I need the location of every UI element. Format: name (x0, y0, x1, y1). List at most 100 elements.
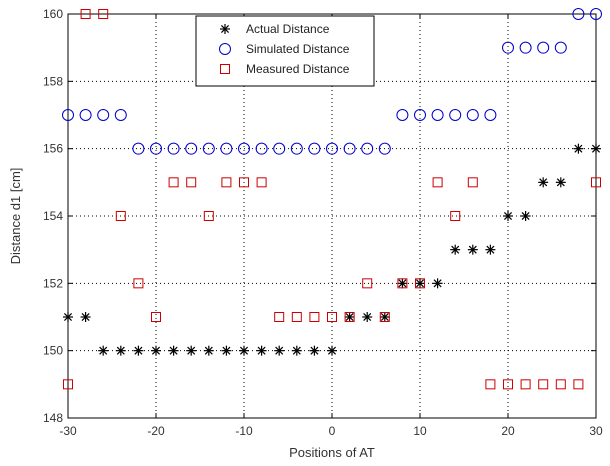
data-point (396, 109, 409, 121)
y-tick-label: 150 (43, 344, 63, 358)
data-point (80, 312, 91, 322)
data-point (274, 312, 285, 322)
data-point (378, 142, 391, 155)
data-point (520, 379, 531, 390)
data-point (414, 109, 426, 121)
asterisk-stroke (433, 279, 442, 288)
data-point (98, 9, 109, 19)
data-point (397, 278, 408, 289)
legend-label: Simulated Distance (246, 42, 350, 56)
data-point (168, 177, 179, 188)
data-point (555, 379, 566, 390)
asterisk-stroke (574, 144, 583, 153)
data-point (449, 109, 462, 121)
asterisk-stroke (99, 346, 108, 355)
data-point (63, 379, 73, 390)
data-point (168, 345, 179, 356)
x-tick-label: -20 (147, 424, 165, 438)
data-point (115, 345, 126, 356)
data-point (362, 278, 373, 289)
data-point (361, 142, 374, 155)
data-point (415, 278, 425, 289)
asterisk-stroke (451, 245, 460, 254)
data-point (274, 345, 285, 356)
legend-marker-square (220, 64, 230, 74)
asterisk-stroke (363, 312, 372, 322)
asterisk-stroke (220, 24, 230, 34)
data-point (167, 142, 180, 155)
data-point (344, 312, 355, 322)
data-point (503, 379, 513, 390)
asterisk-stroke (63, 312, 73, 322)
data-point (114, 109, 127, 121)
data-point (186, 345, 197, 356)
asterisk-stroke (169, 346, 178, 355)
asterisk-stroke (204, 346, 213, 355)
data-point (502, 41, 514, 54)
data-point (466, 109, 479, 121)
asterisk-stroke (81, 312, 90, 322)
data-point (62, 109, 74, 121)
data-point (291, 312, 302, 322)
data-point (415, 278, 425, 289)
data-point (572, 8, 585, 20)
asterisk-stroke (539, 178, 548, 187)
data-point (97, 109, 110, 121)
legend-marker-asterisk (220, 24, 230, 34)
asterisk-stroke (116, 346, 125, 355)
data-point (239, 177, 249, 188)
data-point (221, 345, 232, 356)
y-tick-label: 152 (43, 276, 63, 290)
asterisk-stroke (521, 211, 530, 221)
data-point (291, 345, 302, 356)
data-point (344, 312, 355, 322)
data-point (151, 312, 161, 322)
data-point (80, 9, 91, 19)
data-point (239, 345, 249, 356)
data-point (63, 312, 73, 322)
asterisk-stroke (345, 312, 354, 322)
data-point (308, 142, 321, 155)
x-tick-label: 30 (589, 424, 603, 438)
data-point (450, 211, 461, 221)
data-point (362, 312, 373, 322)
marks-layer (62, 8, 602, 390)
legend: Actual Distance Simulated Distance Measure… (195, 15, 375, 87)
data-point (520, 211, 531, 221)
data-point (273, 142, 286, 155)
y-tick-label: 158 (43, 74, 63, 88)
data-point (220, 142, 233, 155)
data-point (238, 142, 250, 155)
data-point (467, 177, 478, 188)
data-point (343, 142, 356, 155)
asterisk-stroke (187, 346, 196, 355)
asterisk-stroke (292, 346, 301, 355)
data-point (397, 278, 408, 289)
ticks-layer: -30 -20 -10 0 10 20 30 148 150 152 154 156 158 160 (43, 7, 603, 438)
data-point (79, 109, 92, 121)
asterisk-stroke (310, 346, 319, 355)
y-tick-label: 156 (43, 142, 63, 156)
data-point (467, 244, 478, 255)
data-point (503, 211, 513, 221)
x-tick-label: 10 (413, 424, 427, 438)
data-point (431, 109, 444, 121)
x-tick-label: -10 (235, 424, 253, 438)
data-point (133, 278, 144, 289)
data-point (203, 211, 214, 221)
asterisk-stroke (468, 245, 477, 254)
legend-label: Measured Distance (246, 62, 350, 76)
y-tick-label: 154 (43, 209, 63, 223)
x-tick-label: 20 (501, 424, 515, 438)
data-point (573, 379, 584, 390)
data-point (554, 41, 567, 54)
y-tick-label: 160 (43, 7, 63, 21)
asterisk-stroke (556, 178, 565, 187)
x-axis-label: Positions of AT (289, 445, 375, 460)
data-point (450, 244, 461, 255)
data-point (256, 345, 267, 356)
data-point (309, 312, 320, 322)
x-tick-label: 0 (329, 424, 336, 438)
